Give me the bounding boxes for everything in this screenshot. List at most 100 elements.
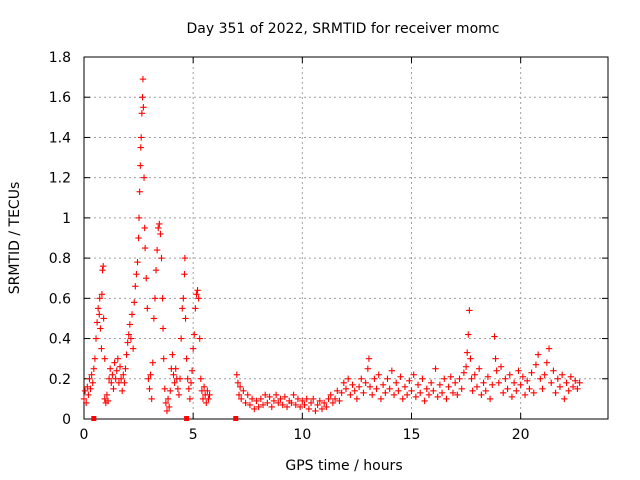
zero-marker bbox=[91, 416, 97, 421]
data-point bbox=[159, 295, 166, 302]
data-point bbox=[554, 375, 561, 382]
data-point bbox=[131, 299, 138, 306]
data-point bbox=[146, 385, 153, 393]
data-point bbox=[235, 391, 243, 399]
data-point bbox=[296, 403, 304, 411]
data-point bbox=[132, 283, 139, 290]
data-point bbox=[275, 399, 282, 407]
data-point bbox=[548, 379, 555, 386]
data-point bbox=[248, 395, 256, 403]
data-point bbox=[191, 331, 198, 338]
data-point bbox=[92, 335, 100, 342]
data-point bbox=[172, 365, 179, 372]
data-point bbox=[294, 395, 302, 403]
data-point bbox=[288, 399, 295, 407]
data-point bbox=[545, 345, 553, 352]
x-tick-label: 15 bbox=[403, 427, 421, 443]
zero-marker bbox=[233, 416, 239, 421]
data-point bbox=[563, 379, 570, 386]
data-point bbox=[100, 262, 107, 270]
data-point bbox=[403, 391, 411, 399]
data-point bbox=[198, 387, 206, 395]
data-point bbox=[347, 391, 354, 399]
y-tick-label: 1.2 bbox=[49, 171, 71, 187]
data-point bbox=[355, 383, 363, 391]
data-point bbox=[108, 379, 115, 386]
y-tick-labels: 0 0.2 0.4 0.6 0.8 1 1.2 1.4 1.6 1.8 bbox=[49, 50, 71, 428]
data-point bbox=[107, 365, 114, 372]
data-point bbox=[539, 385, 546, 393]
data-point bbox=[186, 395, 194, 403]
data-point bbox=[91, 355, 99, 362]
data-point bbox=[164, 395, 172, 403]
data-point bbox=[100, 315, 107, 322]
data-point bbox=[379, 381, 387, 389]
data-point bbox=[105, 375, 113, 382]
gridlines bbox=[84, 57, 608, 419]
data-point bbox=[117, 375, 125, 382]
data-point bbox=[495, 379, 503, 386]
data-point bbox=[382, 389, 389, 397]
data-point bbox=[180, 295, 187, 302]
data-point bbox=[537, 375, 544, 382]
data-point bbox=[188, 367, 196, 374]
data-point bbox=[312, 407, 319, 415]
data-point bbox=[323, 403, 330, 411]
data-point bbox=[193, 291, 200, 298]
data-point bbox=[205, 395, 212, 403]
x-tick-label: 20 bbox=[512, 427, 530, 443]
data-point bbox=[268, 403, 275, 411]
data-point bbox=[543, 359, 551, 366]
data-point bbox=[171, 379, 178, 386]
data-point bbox=[466, 307, 473, 314]
data-point bbox=[153, 246, 161, 254]
data-point bbox=[408, 387, 415, 395]
data-point bbox=[371, 375, 378, 382]
data-point bbox=[135, 214, 143, 222]
data-point bbox=[314, 401, 321, 409]
data-point bbox=[506, 371, 513, 378]
data-point bbox=[301, 401, 308, 409]
data-point bbox=[189, 345, 197, 352]
data-point bbox=[169, 351, 176, 358]
data-point bbox=[141, 244, 149, 252]
data-point bbox=[434, 393, 441, 401]
data-point bbox=[98, 345, 105, 352]
data-point bbox=[491, 333, 498, 340]
data-point bbox=[336, 397, 343, 405]
data-point bbox=[358, 375, 365, 382]
data-point bbox=[175, 391, 183, 399]
data-point bbox=[148, 395, 155, 403]
x-axis-label: GPS time / hours bbox=[285, 458, 402, 474]
data-point bbox=[482, 387, 489, 395]
data-point bbox=[158, 254, 165, 262]
data-point bbox=[432, 365, 439, 372]
data-point bbox=[478, 391, 485, 399]
data-point bbox=[236, 383, 244, 391]
data-point bbox=[517, 381, 524, 389]
data-point bbox=[97, 325, 104, 332]
data-point bbox=[524, 377, 531, 384]
data-point bbox=[449, 389, 457, 397]
data-point bbox=[283, 403, 291, 411]
data-point bbox=[338, 389, 345, 397]
data-point bbox=[395, 387, 402, 395]
data-point bbox=[181, 271, 188, 278]
data-point bbox=[316, 397, 323, 405]
data-point bbox=[515, 367, 522, 374]
data-point bbox=[81, 387, 89, 395]
data-point bbox=[144, 305, 151, 312]
data-point bbox=[423, 385, 430, 393]
data-point bbox=[133, 271, 140, 278]
data-point bbox=[406, 377, 413, 384]
data-point bbox=[365, 355, 373, 362]
data-point bbox=[165, 403, 173, 411]
data-point bbox=[362, 379, 369, 386]
x-tick-labels: 0 5 10 15 20 bbox=[80, 427, 530, 443]
data-point bbox=[401, 383, 409, 391]
y-tick-label: 1.4 bbox=[49, 130, 71, 146]
data-point bbox=[86, 375, 93, 382]
chart-title: Day 351 of 2022, SRMTID for receiver mom… bbox=[187, 21, 500, 37]
data-point bbox=[417, 389, 424, 397]
